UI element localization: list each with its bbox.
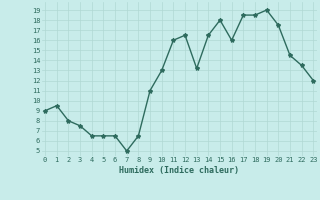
X-axis label: Humidex (Indice chaleur): Humidex (Indice chaleur) (119, 166, 239, 175)
